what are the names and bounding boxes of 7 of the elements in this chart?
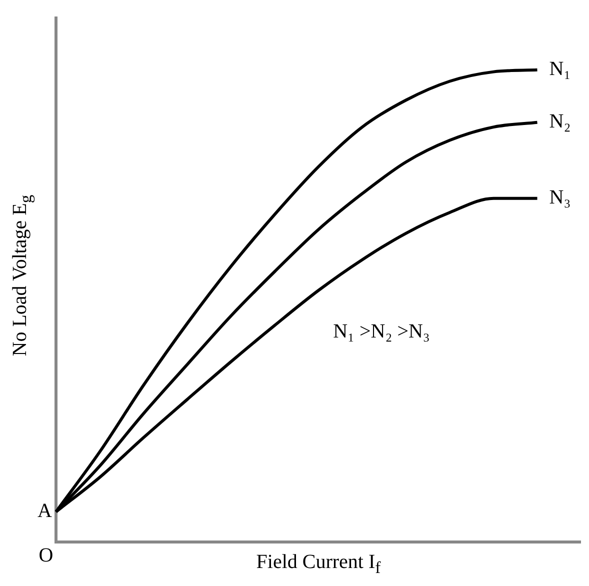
series-label: N₂	[549, 110, 571, 133]
text: O	[38, 544, 54, 566]
x-axis-title: Field Current I$_{f}$	[255, 551, 382, 578]
text: A	[38, 500, 53, 522]
series-label: N₃	[549, 186, 571, 209]
series-label: N₁	[549, 58, 571, 80]
annotation: N₁ >N₂ >N₃	[333, 320, 430, 343]
